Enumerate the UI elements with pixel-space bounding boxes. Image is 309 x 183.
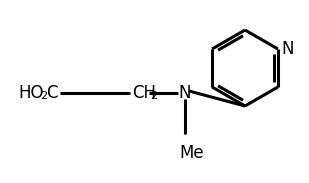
Text: CH: CH [132,84,156,102]
Text: N: N [179,84,191,102]
Text: N: N [281,40,294,58]
Text: 2: 2 [150,91,157,101]
Text: Me: Me [180,144,204,162]
Text: 2: 2 [40,91,47,101]
Text: C: C [46,84,57,102]
Text: HO: HO [18,84,44,102]
